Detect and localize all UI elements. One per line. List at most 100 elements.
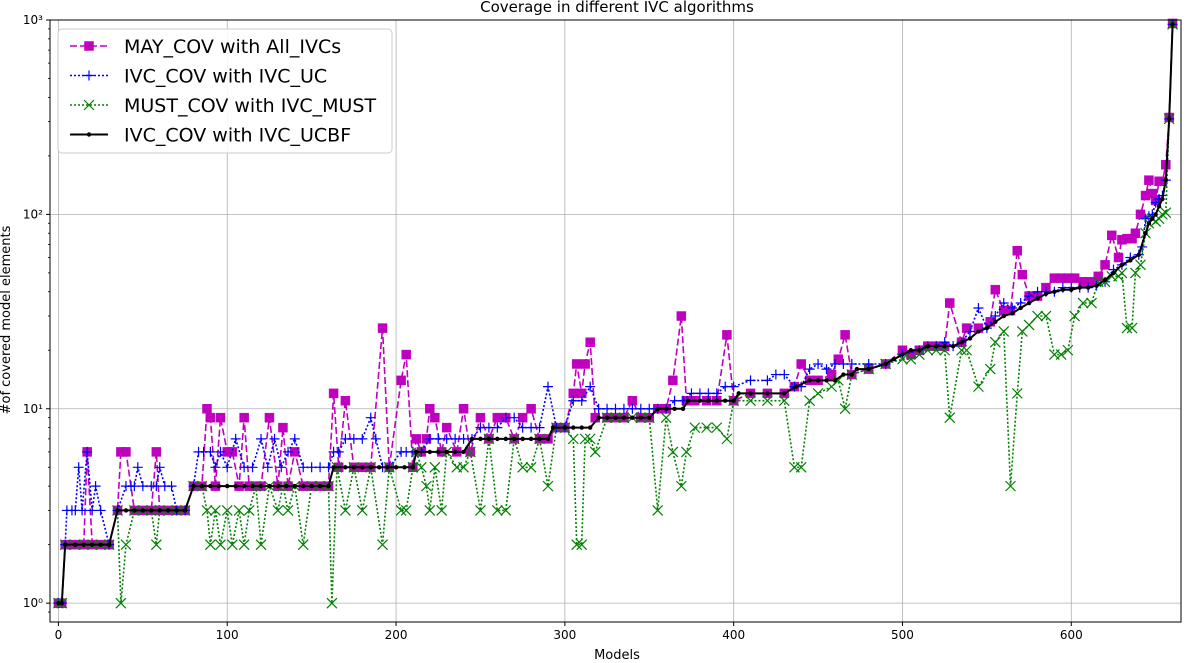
data-point [230,433,241,444]
data-point [1017,269,1028,280]
data-point [959,340,964,345]
data-point [942,343,947,349]
data-point [1062,344,1074,356]
data-point [584,433,596,445]
legend-box [57,28,393,154]
data-point [1011,387,1023,399]
data-point [1111,270,1116,276]
data-point [150,539,162,551]
x-tick-label: 0 [55,628,63,642]
data-point [1113,252,1124,263]
series-3 [56,22,1175,606]
data-point [256,433,267,444]
data-point [267,483,272,489]
data-point [239,412,249,423]
data-point [908,348,914,353]
data-point [429,461,441,473]
data-point [452,449,458,455]
data-point [517,422,528,433]
data-point [343,465,348,470]
data-point [82,446,93,457]
data-point [579,425,584,430]
data-point [534,422,545,433]
data-point [667,446,679,458]
data-point [475,504,486,516]
data-point [121,447,131,457]
data-point [132,462,143,473]
data-point [1144,175,1154,185]
data-point [813,358,824,369]
data-point [340,395,351,406]
data-point [115,508,120,513]
data-point [326,597,338,609]
data-point [450,433,461,444]
series-2 [53,18,1178,609]
y-tick-label: 10⁰ [23,596,43,610]
data-point [414,449,419,455]
data-point [613,415,618,420]
data-point [815,378,821,383]
x-axis-title: Models [594,648,640,663]
data-point [215,412,226,423]
data-point [604,415,610,420]
data-point [433,433,444,444]
data-point [840,330,850,340]
data-point [793,384,799,389]
data-point [821,364,832,375]
data-point [365,412,376,423]
data-point [1077,297,1089,309]
data-point [652,504,664,516]
data-point [1086,297,1097,309]
data-point [961,323,972,333]
data-point [689,422,701,434]
data-point [340,433,351,444]
data-point [571,425,576,430]
data-point [745,375,756,386]
data-point [221,504,233,516]
data-point [832,378,838,383]
data-point [589,446,601,458]
data-point [331,465,336,470]
data-point [697,398,703,403]
data-point [120,539,132,551]
data-point [486,436,492,442]
data-point [478,436,483,442]
chart-title: Coverage in different IVC algorithms [480,0,754,16]
data-point [1150,216,1155,221]
data-point [1119,262,1125,268]
data-point [1043,291,1049,297]
legend-item: MAY_COV with All_IVCs [70,36,341,58]
legend-label: IVC_COV with IVC_UCBF [124,125,351,147]
data-point [208,483,213,489]
data-point [410,465,416,470]
data-point [627,403,638,414]
data-point [1102,277,1108,283]
data-point [779,369,790,380]
data-point [525,461,537,473]
data-point [663,406,669,411]
x-tick-label: 500 [891,628,914,642]
data-point [255,539,267,551]
data-point [568,395,579,406]
legend-label: MAY_COV with All_IVCs [124,36,341,58]
data-point [1107,230,1117,241]
data-point [315,462,326,473]
data-point [509,412,520,423]
data-point [990,284,1001,295]
data-point [1136,252,1141,257]
data-point [123,508,129,513]
data-point [73,462,84,473]
data-point [436,449,441,455]
data-point [1052,289,1057,294]
data-point [215,446,226,457]
data-point [227,447,238,457]
x-tick-label: 400 [722,628,745,642]
data-point [736,391,741,396]
legend-label: IVC_COV with IVC_UC [124,66,327,88]
data-point [239,462,250,473]
data-point [984,325,990,331]
data-point [711,388,722,399]
data-point [284,483,289,489]
data-point [1121,322,1133,334]
